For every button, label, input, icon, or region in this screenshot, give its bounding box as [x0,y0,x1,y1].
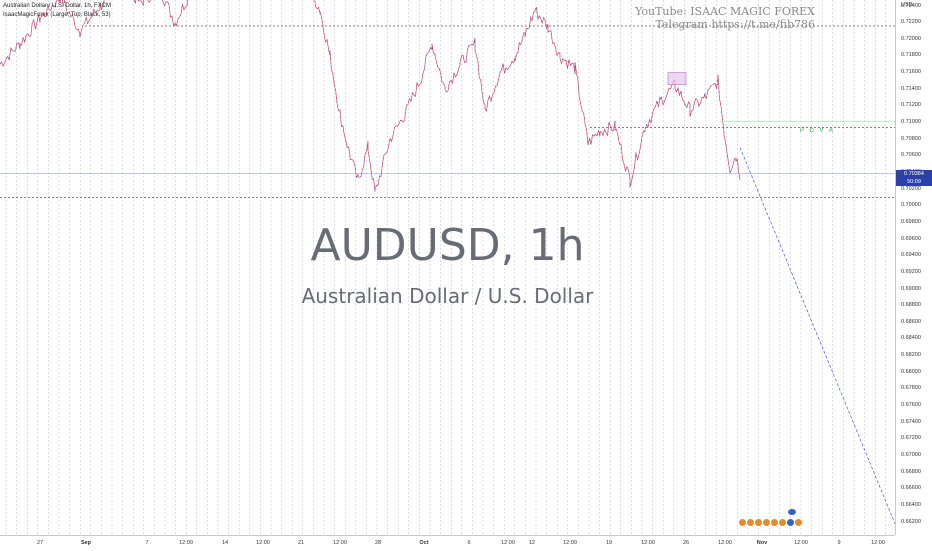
price-tick-label: 0.71600 [901,69,921,76]
currency-label: USD [901,2,913,8]
price-tick-label: 0.67400 [901,418,921,425]
chart-legend-header: Australian Dollar / U.S. Dollar, 1h, FXC… [3,2,111,20]
event-icon[interactable] [794,518,803,527]
price-tick-label: 0.66200 [901,518,921,525]
time-tick-label: 21 [297,540,305,546]
price-tick-label: 0.66800 [901,468,921,475]
time-tick-label: 12:00 [179,540,193,546]
time-tick-label: 12:00 [501,540,515,546]
highlight-box [667,72,687,85]
price-line-red [0,0,741,192]
price-tick-label: 0.72000 [901,35,921,42]
current-price-tag[interactable]: 0.70384 [896,169,932,178]
time-tick-label: Oct [419,540,429,546]
price-tick-label: 0.67800 [901,385,921,392]
time-tick-label: 12:00 [256,540,270,546]
time-tick-label: Sep [80,540,92,546]
price-tick-label: 0.70200 [901,185,921,192]
price-tick-label: 0.70000 [901,202,921,209]
price-tick-label: 0.69800 [901,218,921,225]
price-tick-label: 0.70800 [901,135,921,142]
watermark-description: Australian Dollar / U.S. Dollar [301,284,594,308]
time-tick-label: 26 [682,540,690,546]
price-tick-label: 0.69600 [901,235,921,242]
time-tick-label: 12:00 [333,540,347,546]
price-tick-label: 0.66600 [901,485,921,492]
dividend-flag-icon[interactable] [788,509,796,515]
time-tick-label: 12:00 [641,540,655,546]
price-tick-label: 0.68800 [901,302,921,309]
youtube-line: YouTube: ISAAC MAGIC FOREX [635,5,815,18]
candle-countdown: 50:09 [896,177,932,186]
price-tick-label: 0.69400 [901,252,921,259]
price-tick-label: 0.69000 [901,285,921,292]
indicator-legend[interactable]: IsaacMagicForex (Large, Top, Black, 53) [3,12,111,18]
price-tick-label: 0.71000 [901,119,921,125]
price-tick-label: 0.70600 [901,152,921,159]
branding-text: YouTube: ISAAC MAGIC FOREX Telegram http… [635,5,815,31]
price-tick-label: 0.67000 [901,451,921,458]
price-tick-label: 0.67200 [901,435,921,442]
price-tick-label: 0.72200 [901,19,921,26]
price-tick-label: 0.68400 [901,335,921,342]
price-tick-label: 0.68600 [901,318,921,325]
price-chart-svg[interactable] [0,0,896,535]
price-tick-label: 0.72400 [901,2,921,9]
telegram-line: Telegram https://t.me/fib786 [655,18,815,31]
time-axis[interactable]: 27 Sep 7 12:00 14 12:00 21 12:00 28 Oct 6 12:00 12 12… [0,535,895,551]
pdva-label: P D V A [800,128,835,134]
price-tick-label: 0.71800 [901,52,921,59]
time-tick-label: 12:00 [871,540,885,546]
time-tick-label: 12 [528,540,536,546]
symbol-legend[interactable]: Australian Dollar / U.S. Dollar, 1h, FXC… [3,3,112,9]
projection-line [739,147,896,524]
time-tick-label: 12:00 [794,540,808,546]
time-tick-label: Nov [756,540,768,546]
time-tick-label: 7 [145,540,149,546]
time-tick-label: 12:00 [718,540,732,546]
price-tick-label: 0.71200 [901,102,921,109]
price-tick-label: 0.69200 [901,268,921,275]
watermark-symbol: AUDUSD, 1h [310,220,585,271]
price-tick-label: 0.66400 [901,501,921,508]
price-tick-label: 0.68000 [901,368,921,375]
time-tick-label: 19 [605,540,613,546]
economic-events[interactable] [738,518,808,528]
price-tick-label: 0.71400 [901,85,921,92]
price-tick-label: 0.67600 [901,402,921,408]
time-tick-label: 27 [36,540,44,546]
time-tick-label: 6 [467,540,471,546]
time-tick-label: 9 [837,540,841,546]
price-tick-label: 0.68200 [901,352,921,358]
plot-area[interactable]: AUDUSD, 1h Australian Dollar / U.S. Doll… [0,0,896,535]
time-tick-label: 12:00 [563,540,577,546]
price-axis[interactable]: USD 0.72400 0.72200 0.72000 0.71800 0.71600 0.… [895,0,932,535]
time-tick-label: 28 [374,540,382,546]
time-tick-label: 14 [221,540,229,546]
